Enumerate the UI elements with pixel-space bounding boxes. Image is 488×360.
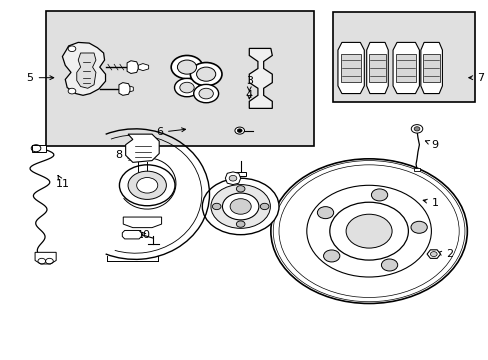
Text: 8: 8 xyxy=(115,150,133,160)
Polygon shape xyxy=(127,61,138,73)
Polygon shape xyxy=(234,172,246,176)
Text: 6: 6 xyxy=(156,127,185,138)
Text: 5: 5 xyxy=(26,73,54,83)
Circle shape xyxy=(410,221,427,233)
Circle shape xyxy=(381,259,397,271)
Polygon shape xyxy=(337,42,364,94)
Text: 9: 9 xyxy=(425,140,438,150)
Polygon shape xyxy=(122,230,141,239)
Circle shape xyxy=(210,185,270,228)
Polygon shape xyxy=(420,42,442,94)
Circle shape xyxy=(270,159,467,303)
Polygon shape xyxy=(413,168,419,171)
Polygon shape xyxy=(341,54,361,82)
Polygon shape xyxy=(249,48,272,108)
Circle shape xyxy=(236,221,244,227)
Text: 3: 3 xyxy=(245,76,252,92)
Polygon shape xyxy=(123,217,161,228)
Polygon shape xyxy=(225,172,240,185)
Polygon shape xyxy=(77,53,96,88)
Polygon shape xyxy=(32,145,45,152)
Polygon shape xyxy=(366,42,387,94)
Polygon shape xyxy=(125,134,159,162)
Circle shape xyxy=(174,78,199,97)
Circle shape xyxy=(229,175,236,181)
Text: 10: 10 xyxy=(137,230,151,240)
Polygon shape xyxy=(395,54,415,82)
Polygon shape xyxy=(119,83,130,95)
Circle shape xyxy=(260,203,268,210)
Bar xyxy=(332,12,473,102)
Circle shape xyxy=(180,82,194,93)
Circle shape xyxy=(128,171,166,199)
Polygon shape xyxy=(62,42,105,95)
Bar xyxy=(45,11,313,147)
Text: 4: 4 xyxy=(245,90,252,100)
Text: 2: 2 xyxy=(437,249,452,259)
Circle shape xyxy=(119,165,175,206)
Text: 11: 11 xyxy=(56,175,69,189)
Circle shape xyxy=(234,127,244,134)
Circle shape xyxy=(196,67,215,81)
Circle shape xyxy=(230,199,251,214)
Circle shape xyxy=(329,202,407,260)
Circle shape xyxy=(199,88,213,99)
Polygon shape xyxy=(35,252,56,264)
Circle shape xyxy=(212,203,221,210)
Circle shape xyxy=(410,125,422,133)
Circle shape xyxy=(202,178,279,235)
Circle shape xyxy=(371,189,387,201)
Circle shape xyxy=(317,207,333,219)
Circle shape xyxy=(68,46,76,51)
Circle shape xyxy=(68,88,76,94)
Circle shape xyxy=(193,84,218,103)
Circle shape xyxy=(171,55,203,79)
Text: 1: 1 xyxy=(422,198,438,208)
Polygon shape xyxy=(368,54,385,82)
Circle shape xyxy=(222,193,258,220)
Circle shape xyxy=(177,60,196,74)
Circle shape xyxy=(237,129,242,132)
Polygon shape xyxy=(138,64,148,71)
Circle shape xyxy=(306,185,430,277)
Polygon shape xyxy=(426,250,440,258)
Circle shape xyxy=(323,250,339,262)
Polygon shape xyxy=(423,54,439,82)
Circle shape xyxy=(429,252,436,257)
Text: 7: 7 xyxy=(468,73,483,83)
Circle shape xyxy=(413,127,419,131)
Polygon shape xyxy=(122,85,133,93)
Circle shape xyxy=(190,63,222,86)
Circle shape xyxy=(346,214,391,248)
Circle shape xyxy=(236,186,244,192)
Circle shape xyxy=(137,177,158,193)
Polygon shape xyxy=(392,42,419,94)
